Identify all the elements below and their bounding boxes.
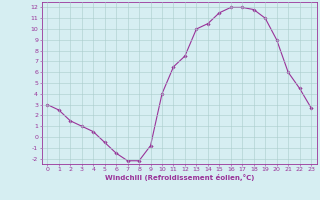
X-axis label: Windchill (Refroidissement éolien,°C): Windchill (Refroidissement éolien,°C) xyxy=(105,174,254,181)
